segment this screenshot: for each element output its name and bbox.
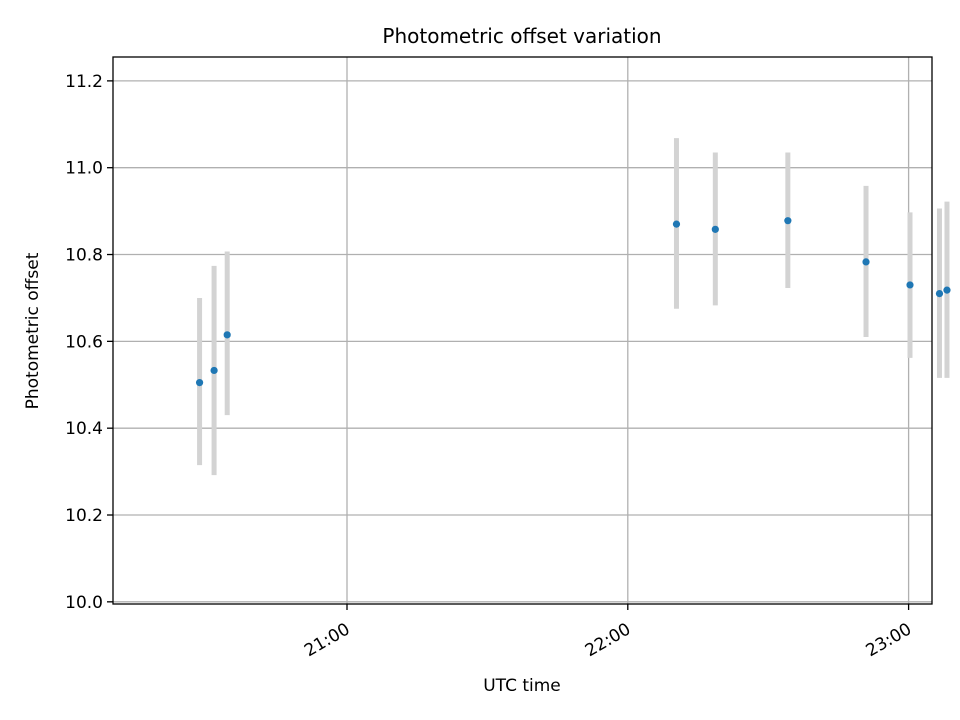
y-axis-label: Photometric offset <box>23 252 43 409</box>
y-tick-label: 11.0 <box>65 159 103 179</box>
data-point-layer <box>195 217 951 387</box>
chart-title: Photometric offset variation <box>382 24 661 48</box>
data-point <box>943 286 951 294</box>
y-tick-label: 11.2 <box>65 72 103 92</box>
data-point <box>210 366 218 375</box>
y-tick-label: 10.2 <box>65 506 103 526</box>
data-point <box>935 289 944 298</box>
data-point <box>195 378 204 387</box>
data-point <box>906 281 914 289</box>
y-tick-label: 10.8 <box>65 246 103 266</box>
plot-area-frame <box>112 56 933 605</box>
data-point <box>711 225 719 233</box>
data-point <box>862 258 870 266</box>
grid-layer <box>113 57 932 604</box>
y-tick-label: 10.4 <box>65 419 103 439</box>
data-point <box>784 217 792 225</box>
x-axis-label: UTC time <box>483 676 561 696</box>
data-point <box>672 220 681 228</box>
y-tick-label: 10.0 <box>65 593 103 613</box>
data-point <box>223 331 231 339</box>
y-tick-label: 10.6 <box>65 332 103 352</box>
